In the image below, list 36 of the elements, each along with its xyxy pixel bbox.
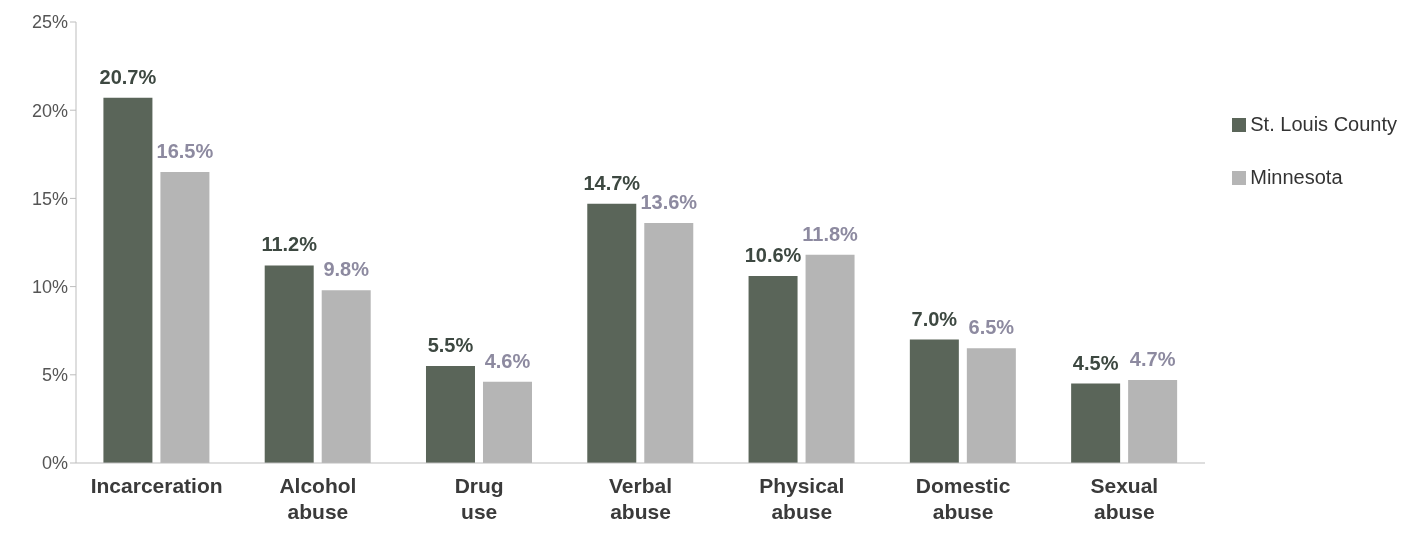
data-label: 11.2%	[261, 233, 318, 256]
data-label: 20.7%	[99, 65, 157, 88]
legend-label: St. Louis County	[1250, 113, 1397, 136]
data-label: 6.5%	[968, 316, 1015, 339]
bar	[1071, 383, 1121, 463]
y-tick-label: 0%	[41, 453, 68, 474]
bar	[909, 339, 959, 463]
data-label: 16.5%	[156, 139, 214, 162]
y-tick-label: 15%	[31, 188, 68, 209]
data-label: 5.5%	[427, 333, 474, 356]
x-tick-label: Verbal abuse	[608, 474, 673, 523]
y-tick-label: 10%	[31, 276, 68, 297]
x-tick-label: Drug use	[454, 474, 504, 523]
x-tick-label: Alcohol abuse	[279, 474, 357, 523]
data-label: 10.6%	[744, 244, 802, 267]
data-label: 14.7%	[583, 171, 641, 194]
data-label: 7.0%	[911, 307, 958, 330]
x-tick-label: Domestic abuse	[915, 474, 1011, 523]
data-label: 4.7%	[1129, 348, 1176, 371]
y-tick-label: 5%	[41, 365, 68, 386]
y-tick-label: 20%	[31, 100, 68, 121]
bar	[748, 276, 798, 463]
bar	[587, 203, 637, 463]
x-tick-label: Physical abuse	[759, 474, 845, 523]
bar	[264, 265, 314, 463]
data-label: 11.8%	[802, 222, 859, 245]
data-label: 9.8%	[323, 258, 370, 281]
bar	[103, 97, 153, 463]
legend-label: Minnesota	[1250, 166, 1343, 189]
bar	[425, 365, 475, 463]
y-tick-label: 25%	[31, 12, 68, 33]
data-label: 4.5%	[1072, 351, 1119, 374]
data-label: 4.6%	[484, 349, 531, 372]
data-label: 13.6%	[640, 191, 698, 214]
x-tick-label: Sexual abuse	[1090, 474, 1159, 523]
x-tick-label: Incarceration	[90, 474, 223, 497]
